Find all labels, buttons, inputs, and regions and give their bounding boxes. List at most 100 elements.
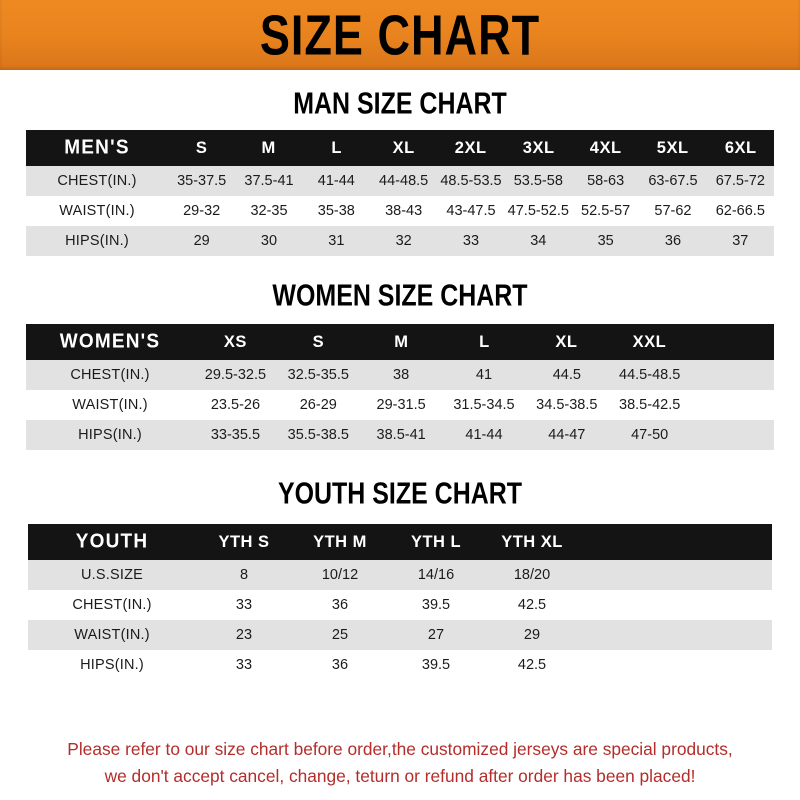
measurement-cell: 38.5-42.5 (619, 397, 681, 413)
column-header (581, 524, 674, 560)
measurement-cell: 37 (732, 233, 749, 249)
measurement-cell: 32 (395, 233, 412, 249)
measurement-cell: 29.5-32.5 (204, 367, 267, 383)
column-header: L (478, 332, 490, 351)
measurement-cell: 31.5-34.5 (453, 397, 515, 413)
measurement-cell: 26-29 (299, 397, 337, 413)
measurement-label: HIPS(IN.) (78, 427, 142, 443)
measurement-cell: 38.5-41 (376, 427, 426, 443)
measurement-cell: 23 (235, 627, 253, 643)
measurement-cell: 18/20 (513, 567, 551, 583)
measurement-cell: 31 (328, 233, 345, 249)
column-header: YTH S (218, 532, 270, 551)
measurement-cell (580, 560, 676, 590)
measurement-cell (676, 650, 772, 680)
measurement-cell: 36 (331, 657, 349, 673)
column-header: XS (223, 332, 247, 351)
section-title: MAN SIZE CHART (293, 85, 507, 121)
size-table: MEN'S S M L XL 2XL 3XL 4XL 5XL 6XL CHEST(IN.) 35-37… (26, 130, 774, 256)
measurement-cell: 63-67.5 (648, 173, 698, 189)
measurement-cell (580, 650, 676, 680)
column-header: 4XL (589, 138, 622, 157)
measurement-cell: 10/12 (321, 567, 359, 583)
notice-line-2: we don't accept cancel, change, teturn o… (104, 765, 696, 786)
measurement-label: WAIST(IN.) (59, 203, 135, 219)
measurement-label: CHEST(IN.) (70, 367, 150, 383)
measurement-cell: 36 (331, 597, 349, 613)
table-header-row: WOMEN'S XS S M L XL XXL (26, 324, 774, 360)
size-chart-section-0: MAN SIZE CHART MEN'S S M L XL 2XL 3XL 4XL 5XL 6XL C… (0, 85, 800, 256)
measurement-cell: 62-66.5 (715, 203, 765, 219)
column-header: L (331, 138, 342, 157)
measurement-cell: 29 (193, 233, 210, 249)
column-header: 2XL (455, 138, 487, 157)
measurement-cell: 42.5 (517, 657, 547, 673)
measurement-cell: 41-44 (317, 173, 355, 189)
measurement-cell: 35-37.5 (177, 173, 227, 189)
order-policy-notice: Please refer to our size chart before or… (4, 736, 796, 790)
measurement-cell: 32.5-35.5 (287, 367, 349, 383)
table-header-row: MEN'S S M L XL 2XL 3XL 4XL 5XL 6XL (26, 130, 774, 166)
measurement-cell: 44.5-48.5 (619, 367, 681, 383)
measurement-cell: 32-35 (250, 203, 288, 219)
measurement-cell (580, 620, 676, 650)
measurement-cell (580, 590, 676, 620)
measurement-cell: 30 (260, 233, 278, 249)
page-title: SIZE CHART (259, 3, 541, 67)
measurement-label: HIPS(IN.) (80, 657, 144, 673)
measurement-cell: 34 (530, 233, 547, 249)
measurement-cell (676, 590, 772, 620)
table-row: U.S.SIZE 8 10/12 14/16 18/20 (28, 560, 772, 590)
measurement-cell: 44-48.5 (379, 173, 429, 189)
size-table: WOMEN'S XS S M L XL XXL CHEST(IN.) 29.5-32.5 32.5… (26, 324, 774, 450)
row-label-header: WOMEN'S (59, 330, 161, 353)
table-row: HIPS(IN.) 29 30 31 32 33 34 35 36 37 (26, 226, 774, 256)
column-header: 6XL (724, 138, 757, 157)
column-header: M (394, 332, 409, 351)
measurement-cell: 33-35.5 (210, 427, 261, 443)
column-header: YTH XL (501, 532, 563, 551)
measurement-cell: 35 (597, 233, 614, 249)
table-row: WAIST(IN.) 29-32 32-35 35-38 38-43 43-47.5 47.… (26, 196, 774, 226)
table-header-row: YOUTH YTH S YTH M YTH L YTH XL (28, 524, 772, 560)
row-label-header: MEN'S (64, 136, 130, 159)
section-title: YOUTH SIZE CHART (277, 475, 523, 511)
table-row: WAIST(IN.) 23.5-26 26-29 29-31.5 31.5-34.5 34… (26, 390, 774, 420)
column-header: XL (555, 332, 578, 351)
table-row: WAIST(IN.) 23 25 27 29 (28, 620, 772, 650)
measurement-cell: 14/16 (417, 567, 455, 583)
size-chart-section-2: YOUTH SIZE CHART YOUTH YTH S YTH M YTH L YTH … (0, 475, 800, 680)
measurement-cell: 27 (427, 627, 445, 643)
size-table: YOUTH YTH S YTH M YTH L YTH XL U.S.SIZE 8 10/12… (28, 524, 772, 680)
measurement-cell: 58-63 (587, 173, 625, 189)
measurement-cell: 67.5-72 (715, 173, 765, 189)
measurement-cell: 37.5-41 (244, 173, 294, 189)
measurement-cell: 47.5-52.5 (507, 203, 569, 219)
measurement-cell: 25 (331, 627, 349, 643)
measurement-cell: 36 (664, 233, 682, 249)
table-row: CHEST(IN.) 29.5-32.5 32.5-35.5 38 41 44.5 44.5… (26, 360, 774, 390)
measurement-cell: 47-50 (631, 427, 669, 443)
measurement-cell: 41 (475, 367, 493, 383)
measurement-cell: 23.5-26 (210, 397, 261, 413)
measurement-label: CHEST(IN.) (57, 173, 137, 189)
measurement-cell: 33 (235, 597, 253, 613)
measurement-cell: 53.5-58 (513, 173, 563, 189)
measurement-cell: 29-32 (183, 203, 221, 219)
section-title: WOMEN SIZE CHART (272, 277, 528, 313)
column-header: S (312, 332, 325, 351)
measurement-cell: 33 (235, 657, 253, 673)
measurement-cell: 35-38 (317, 203, 355, 219)
size-chart-section-1: WOMEN SIZE CHART WOMEN'S XS S M L XL XXL CHEST(I… (0, 277, 800, 450)
table-row: CHEST(IN.) 33 36 39.5 42.5 (28, 590, 772, 620)
measurement-label: WAIST(IN.) (74, 627, 150, 643)
measurement-cell: 29-31.5 (376, 397, 426, 413)
measurement-cell: 39.5 (421, 597, 451, 613)
table-row: HIPS(IN.) 33-35.5 35.5-38.5 38.5-41 41-44 44-… (26, 420, 774, 450)
column-header: YTH M (313, 532, 367, 551)
measurement-cell: 52.5-57 (581, 203, 631, 219)
measurement-cell: 48.5-53.5 (440, 173, 502, 189)
row-label-header: YOUTH (75, 530, 149, 553)
table-row: HIPS(IN.) 33 36 39.5 42.5 (28, 650, 772, 680)
column-header: YTH L (410, 532, 462, 551)
